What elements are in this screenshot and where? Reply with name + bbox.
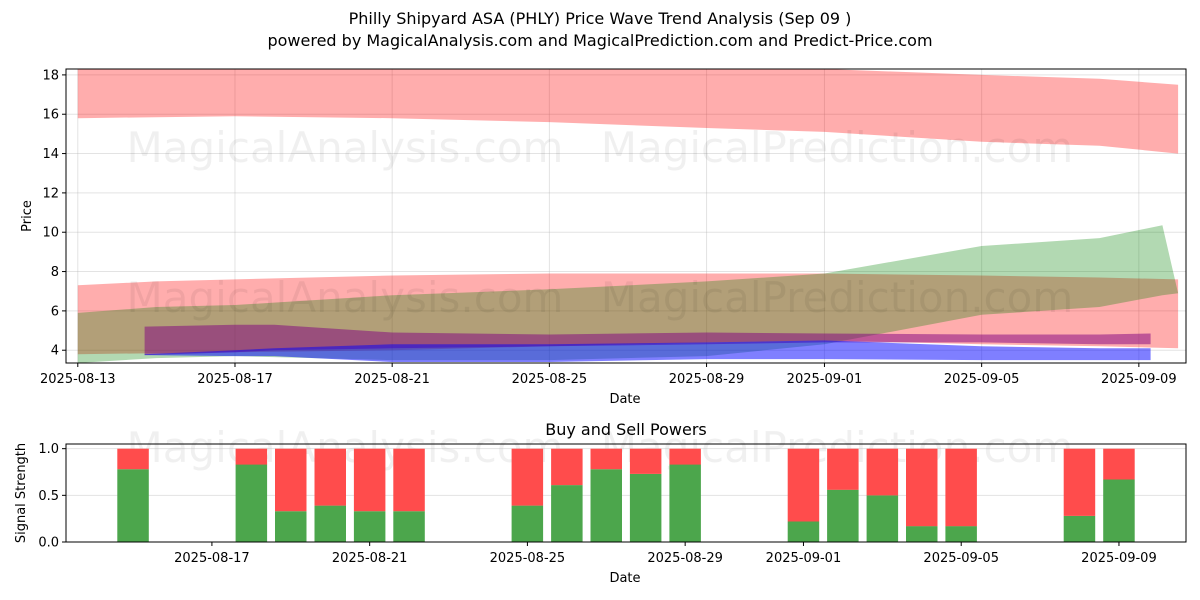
signal-x-tick-label-0: 2025-08-17 [174, 551, 250, 566]
price-x-tick-label-5: 2025-09-01 [787, 372, 863, 387]
chart-subtitle: powered by MagicalAnalysis.com and Magic… [267, 31, 933, 50]
buy-bar-2 [275, 511, 307, 542]
price-y-axis-label: Price [20, 200, 35, 232]
watermark-prediction-top: MagicalPrediction.com [601, 123, 1074, 172]
buy-bar-3 [314, 505, 346, 542]
price-y-tick-label-4: 12 [42, 186, 59, 201]
signal-bars [117, 448, 1135, 542]
buy-bar-9 [629, 473, 662, 542]
signal-x-tick-label-4: 2025-09-01 [766, 551, 842, 566]
sell-bar-17 [1103, 448, 1135, 480]
buy-bar-10 [669, 464, 701, 542]
price-x-axis-label: Date [609, 392, 640, 407]
sell-bar-12 [827, 448, 859, 490]
sell-bar-1 [235, 448, 268, 465]
signal-chart-title: Buy and Sell Powers [545, 420, 707, 439]
signal-x-axis: 2025-08-17 2025-08-21 2025-08-25 2025-08-29… [174, 542, 1157, 566]
price-bands [77, 69, 1179, 363]
buy-bar-17 [1103, 479, 1135, 542]
sell-bar-9 [629, 448, 662, 474]
signal-y-tick-label-0: 0.0 [38, 536, 59, 551]
buy-bar-16 [1063, 515, 1096, 542]
buy-bar-15 [945, 526, 977, 542]
buy-bar-13 [866, 495, 899, 542]
signal-y-axis: 0.0 0.5 1.0 [38, 442, 66, 551]
price-y-tick-label-2: 8 [51, 265, 59, 280]
price-y-tick-label-7: 18 [42, 68, 59, 83]
price-plot-frame [65, 68, 1187, 364]
signal-plot-frame [65, 443, 1187, 543]
price-x-tick-label-2: 2025-08-21 [354, 372, 430, 387]
price-y-tick-label-5: 14 [42, 147, 59, 162]
sell-bar-4 [353, 448, 386, 512]
price-y-axis: 4 6 8 10 12 14 16 18 [42, 68, 66, 359]
price-x-tick-label-7: 2025-09-09 [1101, 372, 1177, 387]
buy-bar-12 [827, 489, 859, 542]
signal-x-tick-label-5: 2025-09-05 [923, 551, 999, 566]
price-y-tick-label-6: 16 [42, 108, 59, 123]
buy-bar-11 [787, 521, 820, 542]
watermark-prediction-mid: MagicalPrediction.com [601, 273, 1074, 322]
sell-bar-16 [1063, 448, 1096, 516]
signal-x-tick-label-2: 2025-08-25 [490, 551, 566, 566]
sell-bar-11 [787, 448, 820, 522]
watermark-analysis-mid: MagicalAnalysis.com [127, 273, 564, 322]
signal-y-tick-label-2: 1.0 [38, 442, 59, 457]
sell-bar-3 [314, 448, 346, 506]
sell-bar-15 [945, 448, 977, 527]
price-x-tick-label-4: 2025-08-29 [669, 372, 745, 387]
price-y-tick-label-0: 4 [51, 344, 59, 359]
upper-red-band [77, 69, 1179, 154]
buy-bar-7 [551, 485, 583, 542]
signal-x-tick-label-3: 2025-08-29 [647, 551, 723, 566]
price-x-tick-label-6: 2025-09-05 [944, 372, 1020, 387]
sell-bar-6 [511, 448, 544, 506]
signal-x-tick-label-1: 2025-08-21 [332, 551, 408, 566]
sell-bar-14 [906, 448, 938, 527]
sell-bar-7 [551, 448, 583, 486]
green-band [77, 225, 1179, 363]
buy-bar-4 [353, 511, 386, 542]
blue-band [144, 340, 1151, 362]
buy-bar-5 [393, 511, 425, 542]
sell-bar-5 [393, 448, 425, 512]
buy-bar-8 [590, 469, 622, 542]
buy-bar-0 [117, 469, 149, 542]
price-y-tick-label-1: 6 [51, 304, 59, 319]
price-x-axis: 2025-08-13 2025-08-17 2025-08-21 2025-08-25… [40, 363, 1177, 387]
price-x-tick-label-1: 2025-08-17 [197, 372, 273, 387]
price-x-tick-label-0: 2025-08-13 [40, 372, 116, 387]
chart-title: Philly Shipyard ASA (PHLY) Price Wave Tr… [348, 9, 852, 28]
sell-bar-2 [275, 448, 307, 512]
price-y-tick-label-3: 10 [42, 226, 59, 241]
signal-y-axis-label: Signal Strength [14, 443, 29, 543]
sell-bar-0 [117, 448, 149, 470]
watermark-analysis-top: MagicalAnalysis.com [127, 123, 564, 172]
signal-y-tick-label-1: 0.5 [38, 489, 59, 504]
buy-bar-14 [906, 526, 938, 542]
signal-x-axis-label: Date [609, 571, 640, 586]
sell-bar-8 [590, 448, 622, 470]
signal-x-tick-label-6: 2025-09-09 [1081, 551, 1157, 566]
price-x-tick-label-3: 2025-08-25 [512, 372, 588, 387]
sell-bar-10 [669, 448, 701, 465]
sell-bar-13 [866, 448, 899, 496]
buy-bar-1 [235, 464, 268, 542]
buy-bar-6 [511, 505, 544, 542]
price-grid [66, 69, 1186, 363]
